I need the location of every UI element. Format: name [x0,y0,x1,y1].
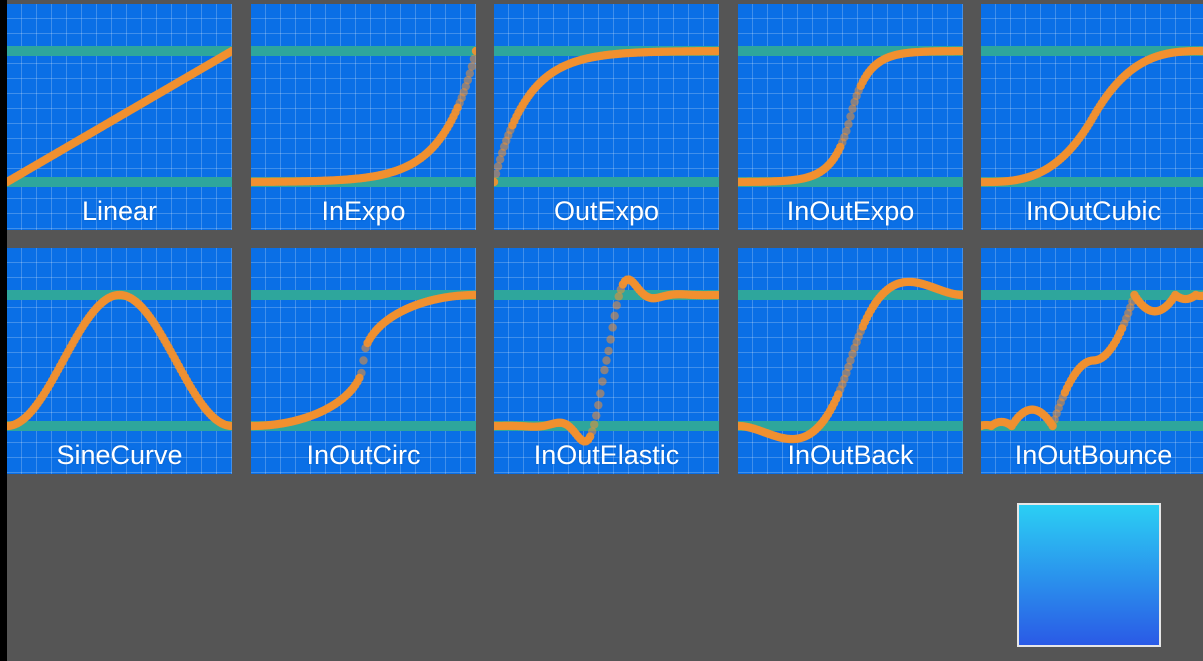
curve-point [848,104,857,113]
curve-point [494,162,503,171]
curve-point [612,301,621,310]
curve-point [958,46,963,56]
tile-outexpo[interactable]: OutExpo [494,4,719,230]
curve-point [359,356,368,365]
curve-point [614,292,623,301]
curve-point [600,365,609,375]
tile-inexpo[interactable]: InExpo [251,4,476,230]
guide-line-bottom [7,177,232,187]
guide-line-top [738,46,963,56]
tile-label: InExpo [321,196,406,226]
curve-point [463,75,473,85]
curve-point [958,290,963,300]
curve-graph [7,290,232,431]
tile-label: InOutElastic [533,440,680,470]
tile-inoutback[interactable]: InOutBack [738,248,963,474]
guide-line-top [981,290,1203,300]
curve-point [494,177,499,187]
tile-linear[interactable]: Linear [7,4,232,230]
guide-line-top [251,290,476,300]
guide-line-top [738,290,963,300]
curve-point [592,411,601,420]
guide-line-bottom [251,421,476,431]
curve-point [357,368,366,378]
curve-point [1048,421,1057,431]
curve-point [465,69,475,78]
curve-graph [738,277,963,444]
guide-line-top [981,46,1203,56]
tile-inoutcubic[interactable]: InOutCubic [981,4,1203,230]
tile-label: InOutBack [787,440,914,470]
tile-label: OutExpo [553,196,660,226]
curve-graph [494,275,719,446]
curve-point [844,120,853,129]
curve-point [606,335,615,344]
curve-point [598,377,607,386]
curve-graph [494,46,719,187]
curve-point [714,46,719,56]
curve-point [227,421,232,431]
curve-point [604,346,613,356]
window-edge [0,0,7,661]
curve-graph [981,46,1203,187]
tile-label: InOutCirc [306,440,421,470]
guide-line-top [494,290,719,300]
curve-point [610,311,619,321]
curve-point [608,323,617,332]
curve-point [844,362,853,372]
curve-graph [738,46,963,187]
guide-line-bottom [738,177,963,187]
curve-graph [251,46,476,187]
curve-point [227,46,232,56]
tile-inoutbounce[interactable]: InOutBounce [981,248,1203,474]
curve-point [842,126,851,136]
tile-inoutcirc[interactable]: InOutCirc [251,248,476,474]
guide-line-bottom [494,177,719,187]
guide-line-bottom [981,421,1203,431]
tile-sinecurve[interactable]: SineCurve [7,248,232,474]
tile-label: InOutExpo [786,196,915,226]
curve-graph [981,290,1203,431]
curve-point [714,290,719,300]
curve-graph [7,46,232,187]
curve-point [471,46,476,56]
curve-point [594,400,603,410]
tile-inoutelastic[interactable]: InOutElastic [494,248,719,474]
tile-label: Linear [81,196,158,226]
curve-point [1199,46,1203,56]
curve-point [495,155,505,164]
curve-point [846,356,855,365]
animation-preview-box [1017,503,1161,647]
curve-point [469,54,476,64]
curve-point [846,112,855,121]
curve-graph [251,290,476,431]
guide-line-bottom [738,421,963,431]
guide-line-top [7,46,232,56]
curve-point [596,389,605,398]
guide-line-bottom [981,177,1203,187]
tile-label: InOutBounce [1014,440,1173,470]
guide-line-bottom [494,421,719,431]
curve-point [602,356,611,365]
guide-line-bottom [7,421,232,431]
tile-inoutexpo[interactable]: InOutExpo [738,4,963,230]
curve-point [467,62,476,71]
curve-point [494,169,501,179]
curve-point [590,420,599,429]
curve-point [587,427,597,436]
tile-label: SineCurve [56,440,183,470]
curve-point [471,290,476,300]
guide-line-top [251,46,476,56]
tile-label: InOutCubic [1025,196,1162,226]
